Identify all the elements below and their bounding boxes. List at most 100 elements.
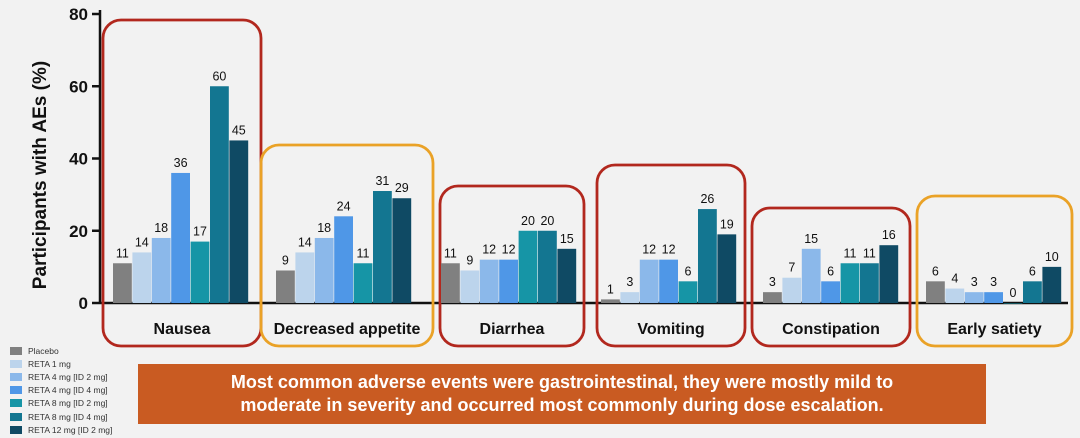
bar-value-label: 18 bbox=[317, 221, 331, 235]
callout-line-2: moderate in severity and occurred most c… bbox=[240, 395, 884, 415]
legend-swatch bbox=[10, 346, 22, 355]
bar-value-label: 6 bbox=[827, 264, 834, 278]
bar-value-label: 6 bbox=[1029, 264, 1036, 278]
y-tick-label: 60 bbox=[69, 77, 88, 96]
y-tick-label: 0 bbox=[79, 294, 88, 313]
bar-value-label: 12 bbox=[642, 243, 656, 257]
bar bbox=[945, 288, 965, 303]
bar bbox=[879, 245, 899, 303]
bar bbox=[964, 292, 984, 303]
bar-value-label: 29 bbox=[395, 181, 409, 195]
category-label: Diarrhea bbox=[480, 321, 545, 338]
bar bbox=[132, 252, 152, 303]
category-highlight-box bbox=[259, 143, 435, 348]
legend: Placebo RETA 1 mg RETA 4 mg [ID 2 mg] RETA … bbox=[10, 344, 112, 436]
bar-value-label: 31 bbox=[375, 174, 389, 188]
bar bbox=[151, 237, 171, 303]
bar bbox=[659, 259, 678, 303]
bar bbox=[190, 241, 210, 303]
legend-swatch bbox=[10, 359, 22, 368]
bar bbox=[210, 86, 229, 303]
category-highlight-box bbox=[595, 163, 747, 348]
bar-value-label: 15 bbox=[560, 232, 574, 246]
category-highlight-box bbox=[915, 194, 1074, 348]
bar bbox=[276, 270, 295, 303]
legend-label: RETA 12 mg [ID 2 mg] bbox=[28, 424, 113, 435]
bar-value-label: 12 bbox=[502, 243, 516, 257]
bar-value-label: 26 bbox=[700, 192, 714, 206]
bar-value-label: 3 bbox=[990, 275, 997, 289]
bar bbox=[295, 252, 315, 303]
category-label: Constipation bbox=[782, 321, 880, 338]
legend-item: RETA 12 mg [ID 2 mg] bbox=[10, 423, 112, 436]
y-tick-label: 80 bbox=[69, 5, 88, 24]
bar bbox=[840, 263, 860, 303]
bar bbox=[479, 259, 499, 303]
bar-value-label: 12 bbox=[482, 243, 496, 257]
bar bbox=[984, 292, 1003, 303]
callout-line-1: Most common adverse events were gastroin… bbox=[230, 372, 894, 392]
category-label: Early satiety bbox=[947, 321, 1041, 338]
bar bbox=[171, 172, 190, 303]
category-highlight-box bbox=[438, 184, 586, 348]
bar-value-label: 18 bbox=[154, 221, 168, 235]
bar bbox=[499, 259, 518, 303]
bar-value-label: 9 bbox=[282, 253, 289, 267]
bar bbox=[538, 230, 557, 303]
legend-item: RETA 1 mg bbox=[10, 357, 112, 370]
bar bbox=[698, 209, 717, 303]
bar bbox=[353, 263, 373, 303]
bar-value-label: 12 bbox=[662, 243, 676, 257]
bar-value-label: 20 bbox=[540, 214, 554, 228]
legend-item: RETA 4 mg [ID 4 mg] bbox=[10, 384, 112, 397]
legend-label: RETA 4 mg [ID 2 mg] bbox=[28, 371, 108, 382]
legend-swatch bbox=[10, 412, 22, 421]
bar bbox=[801, 248, 821, 303]
bar bbox=[926, 281, 945, 303]
bar bbox=[620, 292, 640, 303]
bar bbox=[557, 248, 577, 303]
bar bbox=[373, 191, 392, 303]
bar-value-label: 20 bbox=[521, 214, 535, 228]
bar bbox=[229, 140, 249, 303]
bar-value-label: 11 bbox=[863, 246, 876, 260]
bar-value-label: 60 bbox=[212, 69, 226, 83]
y-tick-label: 40 bbox=[69, 150, 88, 169]
bar bbox=[678, 281, 698, 303]
y-axis-label: Participants with AEs (%) bbox=[30, 61, 51, 289]
bar-value-label: 4 bbox=[951, 272, 958, 286]
y-tick-label: 20 bbox=[69, 222, 88, 241]
bar bbox=[113, 263, 132, 303]
legend-label: RETA 4 mg [ID 4 mg] bbox=[28, 385, 108, 396]
bar-value-label: 16 bbox=[882, 228, 896, 242]
summary-callout: Most common adverse events were gastroin… bbox=[138, 364, 986, 424]
bar bbox=[314, 237, 334, 303]
bar bbox=[821, 281, 840, 303]
bar bbox=[717, 234, 737, 303]
legend-swatch bbox=[10, 386, 22, 395]
legend-item: Placebo bbox=[10, 344, 112, 357]
bar bbox=[334, 216, 353, 303]
bar-value-label: 15 bbox=[804, 232, 818, 246]
category-label: Vomiting bbox=[637, 321, 704, 338]
legend-item: RETA 8 mg [ID 4 mg] bbox=[10, 410, 112, 423]
bar bbox=[460, 270, 480, 303]
bar bbox=[1042, 266, 1062, 303]
bar-value-label: 19 bbox=[720, 217, 734, 231]
bar-value-label: 36 bbox=[174, 156, 188, 170]
bar-value-label: 24 bbox=[337, 199, 351, 213]
bar-value-label: 14 bbox=[298, 235, 312, 249]
bar bbox=[782, 277, 802, 303]
bar bbox=[441, 263, 460, 303]
legend-label: RETA 8 mg [ID 2 mg] bbox=[28, 398, 108, 409]
bar bbox=[763, 292, 782, 303]
bar-value-label: 3 bbox=[971, 275, 978, 289]
bar-value-label: 0 bbox=[1010, 286, 1017, 300]
bar-value-label: 3 bbox=[769, 275, 776, 289]
legend-swatch bbox=[10, 399, 22, 408]
bar bbox=[392, 198, 412, 303]
bar-value-label: 11 bbox=[116, 246, 129, 260]
bar-value-label: 11 bbox=[444, 246, 457, 260]
category-highlight-box bbox=[750, 206, 912, 348]
